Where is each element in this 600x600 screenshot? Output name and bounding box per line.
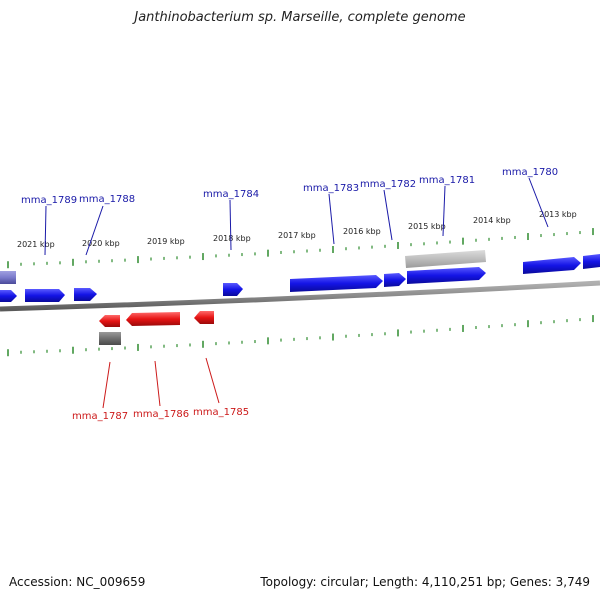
gene-arrow[interactable] xyxy=(223,283,243,296)
gene-arrow[interactable] xyxy=(583,254,600,269)
gene-arrow[interactable] xyxy=(0,290,17,302)
gene-arrow[interactable] xyxy=(74,288,97,301)
pseudo-gene-feature[interactable] xyxy=(405,250,486,268)
reverse-gene-labels: mma_1787 mma_1786 mma_1785 xyxy=(72,407,249,422)
gene-label[interactable]: mma_1788 xyxy=(79,194,135,205)
genome-title: Janthinobacterium sp. Marseille, complet… xyxy=(134,10,466,25)
gene-arrow[interactable] xyxy=(25,289,65,302)
kbp-label: 2019 kbp xyxy=(147,237,185,246)
gene-label[interactable]: mma_1789 xyxy=(21,195,77,206)
accession-text: Accession: NC_009659 xyxy=(9,575,146,589)
gene-label[interactable]: mma_1783 xyxy=(303,183,359,194)
kbp-label: 2021 kbp xyxy=(17,240,55,249)
forward-gene-labels: mma_1789 mma_1788 mma_1784 mma_1783 mma_… xyxy=(21,167,558,206)
forward-tick-row xyxy=(7,228,594,269)
reverse-genes xyxy=(99,311,214,345)
gene-label[interactable]: mma_1781 xyxy=(419,175,475,186)
kbp-label: 2016 kbp xyxy=(343,227,381,236)
forward-genes xyxy=(0,250,600,302)
kbp-label: 2013 kbp xyxy=(539,210,577,219)
gene-arrow[interactable] xyxy=(290,275,383,292)
label-leader-lines xyxy=(44,177,549,409)
gene-label[interactable]: mma_1784 xyxy=(203,189,259,200)
gene-label[interactable]: mma_1782 xyxy=(360,179,416,190)
gene-label[interactable]: mma_1787 xyxy=(72,411,128,422)
kbp-scale-labels: 2021 kbp 2020 kbp 2019 kbp 2018 kbp 2017… xyxy=(17,210,577,249)
gene-label[interactable]: mma_1785 xyxy=(193,407,249,418)
kbp-label: 2014 kbp xyxy=(473,216,511,225)
gene-label[interactable]: mma_1780 xyxy=(502,167,558,178)
gene-arrow[interactable] xyxy=(99,315,120,327)
pseudo-gene-feature[interactable] xyxy=(99,332,121,345)
gene-arrow[interactable] xyxy=(384,273,406,287)
gene-arrow[interactable] xyxy=(194,311,214,324)
kbp-label: 2017 kbp xyxy=(278,231,316,240)
gene-label[interactable]: mma_1786 xyxy=(133,409,189,420)
kbp-label: 2015 kbp xyxy=(408,222,446,231)
rna-gene-feature[interactable] xyxy=(0,271,16,284)
gene-arrow[interactable] xyxy=(126,312,180,326)
kbp-label: 2020 kbp xyxy=(82,239,120,248)
reverse-tick-row xyxy=(7,315,594,357)
genome-backbone xyxy=(0,280,600,312)
kbp-label: 2018 kbp xyxy=(213,234,251,243)
genome-stats-text: Topology: circular; Length: 4,110,251 bp… xyxy=(260,575,590,589)
gene-arrow[interactable] xyxy=(407,267,486,284)
gene-arrow[interactable] xyxy=(523,257,581,274)
